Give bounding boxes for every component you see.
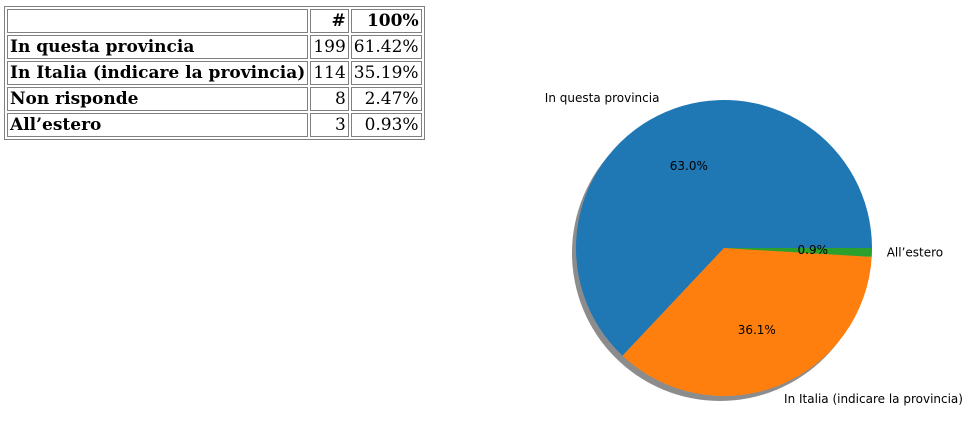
summary-table: # 100% In questa provincia 199 61.42% In… (4, 6, 425, 140)
row-label: In questa provincia (7, 35, 309, 59)
slice-label: All’estero (887, 245, 943, 259)
row-label: In Italia (indicare la provincia) (7, 61, 309, 85)
table-header-count: # (310, 9, 349, 33)
table-row: Non risponde 8 2.47% (7, 87, 422, 111)
row-count: 114 (310, 61, 349, 85)
slice-label: In Italia (indicare la provincia) (784, 392, 963, 406)
row-percent: 35.19% (350, 61, 422, 85)
slice-label: In questa provincia (545, 91, 660, 105)
slice-percent-label: 63.0% (670, 159, 708, 173)
table-row: In questa provincia 199 61.42% (7, 35, 422, 59)
table-header-row: # 100% (7, 9, 422, 33)
row-label: All’estero (7, 113, 309, 137)
row-percent: 2.47% (350, 87, 422, 111)
pie-slice (622, 248, 872, 396)
row-count: 3 (310, 113, 349, 137)
row-percent: 0.93% (350, 113, 422, 137)
row-percent: 61.42% (350, 35, 422, 59)
row-count: 8 (310, 87, 349, 111)
slice-percent-label: 0.9% (798, 243, 829, 257)
pie-slice (724, 248, 872, 257)
slice-percent-label: 36.1% (738, 323, 776, 337)
row-label: Non risponde (7, 87, 309, 111)
table-header-empty (7, 9, 309, 33)
table-row: In Italia (indicare la provincia) 114 35… (7, 61, 422, 85)
pie-slice (576, 99, 872, 356)
table-header-percent: 100% (350, 9, 422, 33)
table-row: All’estero 3 0.93% (7, 113, 422, 137)
row-count: 199 (310, 35, 349, 59)
